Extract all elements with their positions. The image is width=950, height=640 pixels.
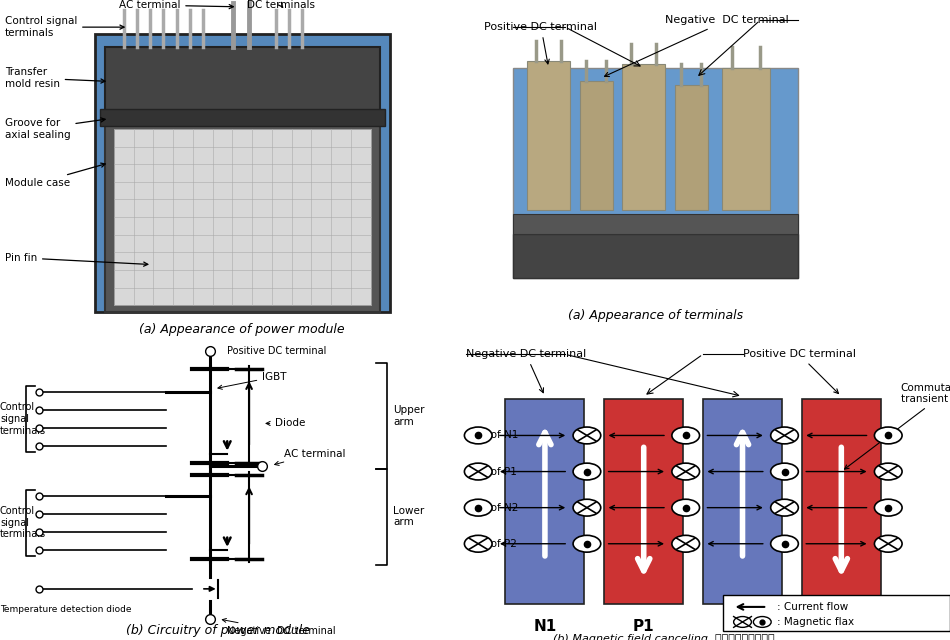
Text: Upper
arm: Upper arm xyxy=(393,405,425,427)
Text: Module case: Module case xyxy=(5,163,105,188)
Text: Control
signal
terminals: Control signal terminals xyxy=(0,403,47,435)
Circle shape xyxy=(874,463,902,480)
Text: DC terminals: DC terminals xyxy=(247,0,315,10)
Bar xyxy=(723,595,950,631)
Bar xyxy=(580,81,613,211)
Bar xyxy=(802,399,881,604)
Text: (b) Magnetic field canceling  中国汽车工程师之家: (b) Magnetic field canceling 中国汽车工程师之家 xyxy=(553,634,774,640)
Circle shape xyxy=(573,499,600,516)
Circle shape xyxy=(770,499,798,516)
Circle shape xyxy=(573,427,600,444)
Text: : Current flow: : Current flow xyxy=(777,602,848,612)
Circle shape xyxy=(672,535,699,552)
Text: (b) Circuitry of power module: (b) Circuitry of power module xyxy=(126,624,311,637)
Circle shape xyxy=(770,463,798,480)
Text: Lower
arm: Lower arm xyxy=(393,506,425,527)
Text: (a) Appearance of terminals: (a) Appearance of terminals xyxy=(568,309,743,322)
Bar xyxy=(722,68,770,211)
Text: IGBT: IGBT xyxy=(218,372,287,389)
Text: N1: N1 xyxy=(533,619,557,634)
Text: Flax of N1: Flax of N1 xyxy=(466,431,519,440)
Bar xyxy=(95,34,389,312)
Circle shape xyxy=(465,499,492,516)
Text: AC terminal: AC terminal xyxy=(275,449,346,465)
Circle shape xyxy=(672,463,699,480)
Text: Flax of P2: Flax of P2 xyxy=(466,539,517,548)
Text: Pin fin: Pin fin xyxy=(5,253,148,266)
Bar xyxy=(622,65,665,211)
Text: Negative  DC terminal: Negative DC terminal xyxy=(222,618,336,636)
Bar xyxy=(95,34,389,312)
Bar xyxy=(674,84,708,211)
Text: Control
signal
terminals: Control signal terminals xyxy=(0,506,47,540)
Text: : Magnetic flax: : Magnetic flax xyxy=(777,617,854,627)
Text: AC terminal: AC terminal xyxy=(119,0,234,10)
Text: Positive DC terminal: Positive DC terminal xyxy=(484,22,598,64)
Text: Positive DC terminal: Positive DC terminal xyxy=(743,349,856,394)
Circle shape xyxy=(573,535,600,552)
Circle shape xyxy=(465,463,492,480)
Bar xyxy=(703,399,782,604)
Bar xyxy=(114,129,370,305)
Text: Groove for
axial sealing: Groove for axial sealing xyxy=(5,118,105,140)
Text: Flax of P1: Flax of P1 xyxy=(466,467,517,477)
Circle shape xyxy=(672,427,699,444)
Bar xyxy=(505,399,584,604)
Text: Temperature detection diode: Temperature detection diode xyxy=(0,605,131,614)
Text: Commutating
transient current: Commutating transient current xyxy=(845,383,950,469)
Circle shape xyxy=(874,499,902,516)
Text: Positive DC terminal: Positive DC terminal xyxy=(227,346,327,356)
Text: Flax of N2: Flax of N2 xyxy=(466,502,519,513)
Bar xyxy=(104,115,380,312)
Circle shape xyxy=(465,535,492,552)
Bar xyxy=(513,68,798,278)
Text: Negative  DC terminal: Negative DC terminal xyxy=(604,15,788,77)
Text: P1: P1 xyxy=(633,619,655,634)
Text: Negative DC terminal: Negative DC terminal xyxy=(466,349,586,393)
Text: Diode: Diode xyxy=(266,419,306,428)
Bar xyxy=(104,47,380,115)
Circle shape xyxy=(874,535,902,552)
Circle shape xyxy=(573,463,600,480)
Circle shape xyxy=(770,427,798,444)
Text: Transfer
mold resin: Transfer mold resin xyxy=(5,67,105,89)
Circle shape xyxy=(465,427,492,444)
Circle shape xyxy=(672,499,699,516)
Bar xyxy=(527,61,570,211)
Bar xyxy=(513,234,798,278)
Circle shape xyxy=(874,427,902,444)
Bar xyxy=(513,214,798,234)
Text: N2: N2 xyxy=(731,619,754,634)
Circle shape xyxy=(753,616,771,627)
Text: Control signal
terminals: Control signal terminals xyxy=(5,17,124,38)
Bar xyxy=(100,109,385,125)
Circle shape xyxy=(770,535,798,552)
Text: P2: P2 xyxy=(830,619,852,634)
Circle shape xyxy=(733,616,751,627)
Text: (a) Appearance of power module: (a) Appearance of power module xyxy=(140,323,345,335)
Bar xyxy=(604,399,683,604)
